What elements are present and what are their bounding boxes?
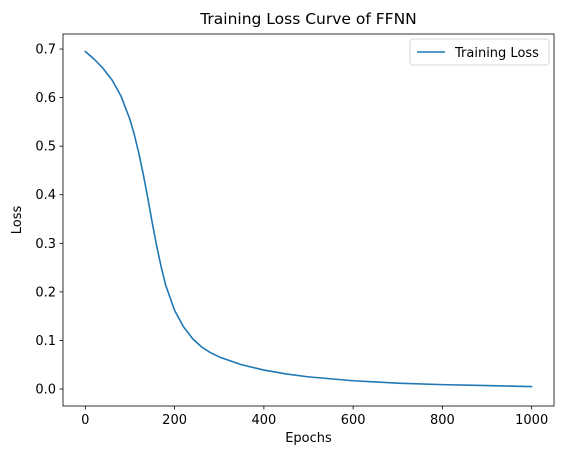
x-tick-label: 400 [251,413,276,428]
legend-entry-training-loss: Training Loss [454,46,539,61]
y-tick-label: 0.6 [35,91,56,106]
legend: Training Loss [409,38,550,66]
x-tick-label: 1000 [515,413,548,428]
x-tick-label: 0 [81,413,89,428]
y-axis-label: Loss [10,206,25,235]
legend-box [409,38,550,66]
y-tick-label: 0.2 [35,285,56,300]
x-tick-label: 200 [162,413,187,428]
y-tick-label: 0.7 [35,43,56,58]
series-line-training-loss [84,50,533,388]
x-axis-label: Epochs [285,431,332,446]
plot-frame [62,33,555,407]
x-tick-label: 600 [341,413,366,428]
y-tick-label: 0.4 [35,188,56,203]
x-axis-ticks: 0 200 400 600 800 1000 [81,406,548,428]
y-tick-label: 0.5 [35,140,56,155]
plot-area [62,33,555,407]
y-axis-ticks: 0.0 0.1 0.2 0.3 0.4 0.5 0.6 0.7 [35,43,63,398]
y-tick-label: 0.1 [35,334,56,349]
y-tick-label: 0.3 [35,237,56,252]
chart-title: Training Loss Curve of FFNN [199,10,417,28]
y-tick-label: 0.0 [35,383,56,398]
x-tick-label: 800 [430,413,455,428]
